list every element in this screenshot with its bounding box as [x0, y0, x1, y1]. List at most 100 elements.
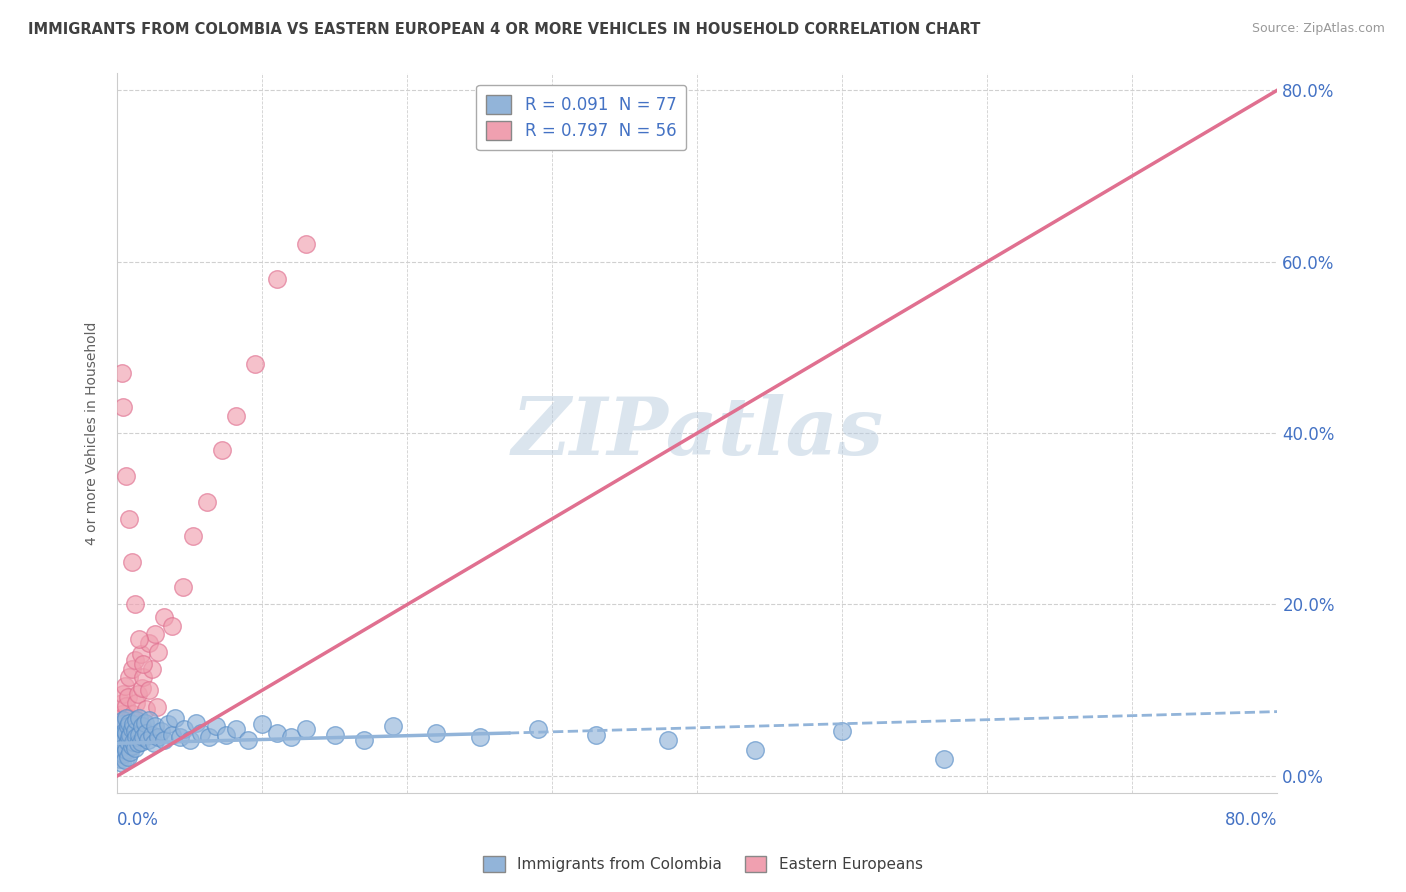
Point: [132, 670, 155, 684]
Point: [142, 736, 165, 750]
Point: [112, 728, 135, 742]
Point: [138, 713, 160, 727]
Point: [211, 443, 233, 458]
Legend: Immigrants from Colombia, Eastern Europeans: Immigrants from Colombia, Eastern Europe…: [475, 848, 931, 880]
Point: [111, 736, 134, 750]
Point: [162, 728, 184, 742]
Point: [105, 741, 128, 756]
Text: 0.0%: 0.0%: [117, 812, 159, 830]
Point: [115, 728, 138, 742]
Point: [146, 644, 169, 658]
Point: [110, 722, 132, 736]
Point: [114, 745, 136, 759]
Point: [145, 700, 167, 714]
Point: [141, 662, 163, 676]
Point: [112, 401, 135, 415]
Point: [118, 731, 141, 745]
Point: [195, 494, 218, 508]
Point: [114, 713, 136, 727]
Point: [252, 717, 274, 731]
Point: [143, 627, 166, 641]
Point: [115, 726, 138, 740]
Point: [112, 732, 135, 747]
Point: [295, 237, 318, 252]
Point: [162, 619, 184, 633]
Point: [118, 715, 141, 730]
Point: [143, 719, 166, 733]
Point: [111, 707, 134, 722]
Point: [128, 719, 150, 733]
Point: [295, 722, 318, 736]
Point: [152, 610, 174, 624]
Point: [236, 732, 259, 747]
Point: [110, 722, 132, 736]
Point: [107, 731, 129, 745]
Point: [657, 732, 679, 747]
Point: [117, 750, 139, 764]
Point: [831, 724, 853, 739]
Point: [112, 688, 135, 702]
Point: [111, 732, 134, 747]
Point: [110, 747, 132, 762]
Point: [323, 728, 346, 742]
Point: [127, 736, 149, 750]
Point: [107, 731, 129, 745]
Point: [585, 728, 607, 742]
Point: [111, 366, 134, 380]
Point: [117, 734, 139, 748]
Point: [111, 696, 134, 710]
Point: [118, 722, 141, 736]
Point: [121, 722, 143, 736]
Point: [146, 731, 169, 745]
Point: [121, 732, 143, 747]
Point: [128, 710, 150, 724]
Point: [135, 702, 157, 716]
Point: [110, 752, 132, 766]
Point: [179, 732, 201, 747]
Text: IMMIGRANTS FROM COLOMBIA VS EASTERN EUROPEAN 4 OR MORE VEHICLES IN HOUSEHOLD COR: IMMIGRANTS FROM COLOMBIA VS EASTERN EURO…: [28, 22, 980, 37]
Point: [157, 717, 180, 731]
Point: [122, 734, 145, 748]
Point: [181, 529, 204, 543]
Point: [112, 713, 135, 727]
Point: [131, 681, 153, 696]
Point: [135, 726, 157, 740]
Point: [121, 662, 143, 676]
Point: [115, 698, 138, 713]
Point: [114, 754, 136, 768]
Point: [132, 731, 155, 745]
Point: [124, 728, 146, 742]
Point: [112, 747, 135, 762]
Point: [205, 719, 228, 733]
Y-axis label: 4 or more Vehicles in Household: 4 or more Vehicles in Household: [86, 321, 100, 545]
Point: [215, 728, 238, 742]
Point: [117, 719, 139, 733]
Point: [115, 710, 138, 724]
Point: [165, 710, 187, 724]
Point: [280, 731, 302, 745]
Point: [124, 653, 146, 667]
Point: [105, 739, 128, 753]
Point: [125, 713, 148, 727]
Point: [125, 731, 148, 745]
Text: Source: ZipAtlas.com: Source: ZipAtlas.com: [1251, 22, 1385, 36]
Point: [134, 715, 156, 730]
Point: [124, 741, 146, 756]
Point: [266, 271, 288, 285]
Point: [114, 724, 136, 739]
Point: [225, 409, 247, 423]
Point: [120, 728, 142, 742]
Point: [131, 719, 153, 733]
Point: [107, 710, 129, 724]
Point: [353, 732, 375, 747]
Point: [114, 679, 136, 693]
Point: [118, 512, 141, 526]
Legend: R = 0.091  N = 77, R = 0.797  N = 56: R = 0.091 N = 77, R = 0.797 N = 56: [477, 85, 686, 150]
Point: [136, 732, 159, 747]
Point: [744, 743, 766, 757]
Point: [932, 752, 955, 766]
Point: [141, 728, 163, 742]
Point: [266, 726, 288, 740]
Point: [425, 726, 447, 740]
Point: [197, 731, 219, 745]
